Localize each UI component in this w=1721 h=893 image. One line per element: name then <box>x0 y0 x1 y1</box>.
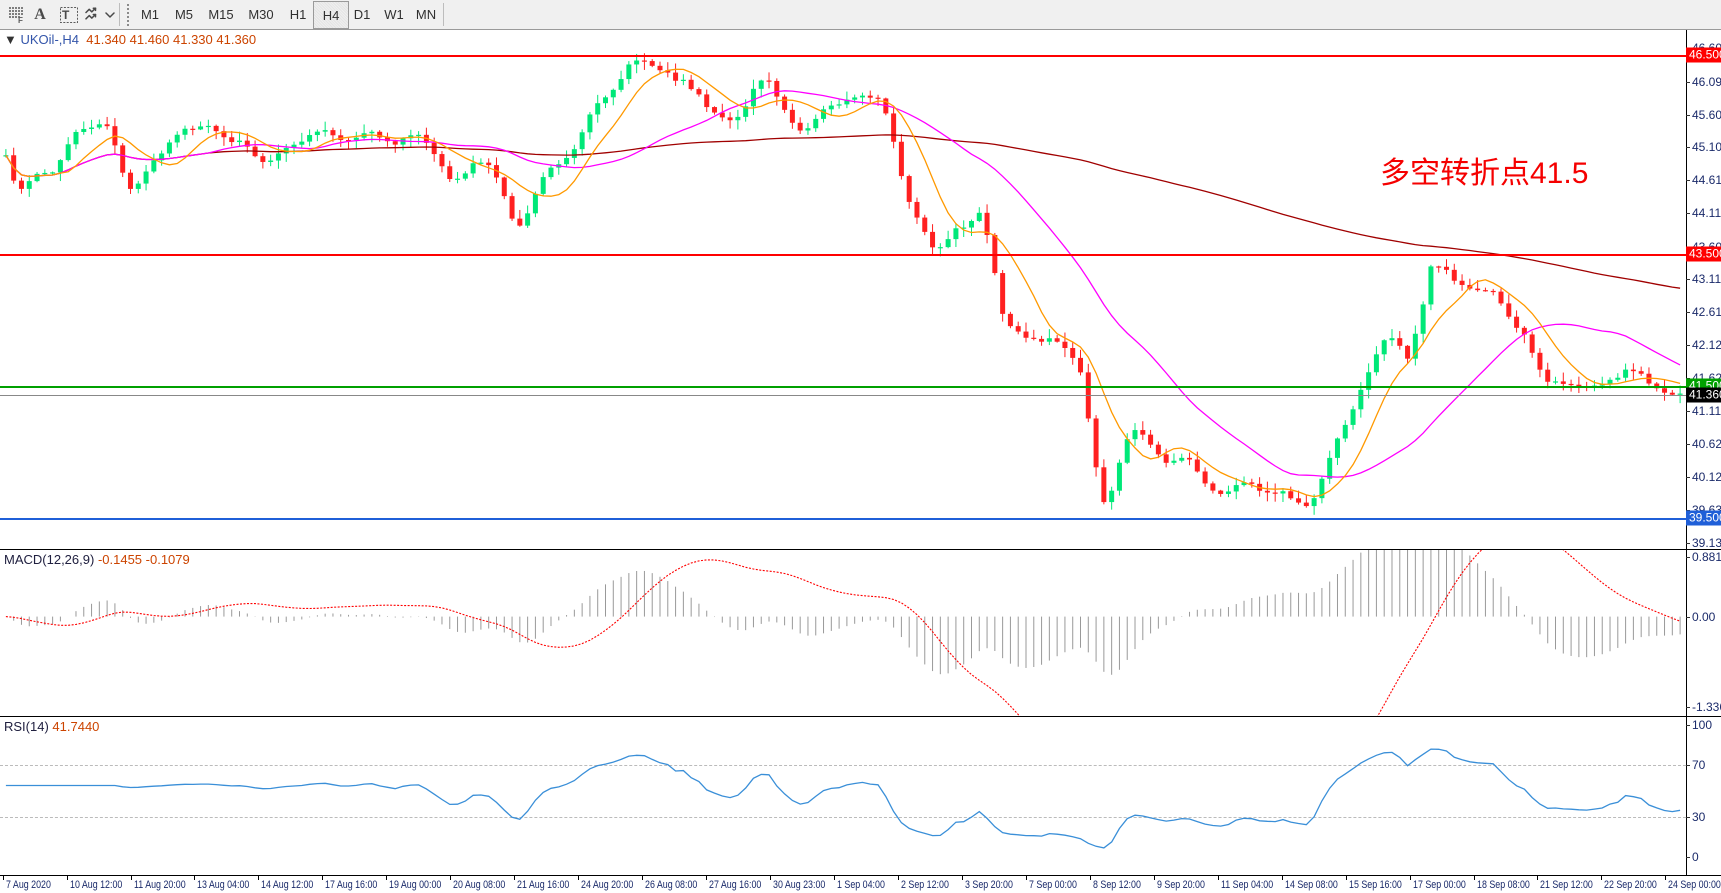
svg-text:F: F <box>18 16 23 23</box>
svg-text:T: T <box>62 8 70 22</box>
